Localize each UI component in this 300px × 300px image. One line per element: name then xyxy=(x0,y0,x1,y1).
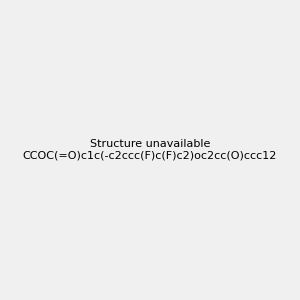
Text: Structure unavailable
CCOC(=O)c1c(-c2ccc(F)c(F)c2)oc2cc(O)ccc12: Structure unavailable CCOC(=O)c1c(-c2ccc… xyxy=(23,139,277,161)
